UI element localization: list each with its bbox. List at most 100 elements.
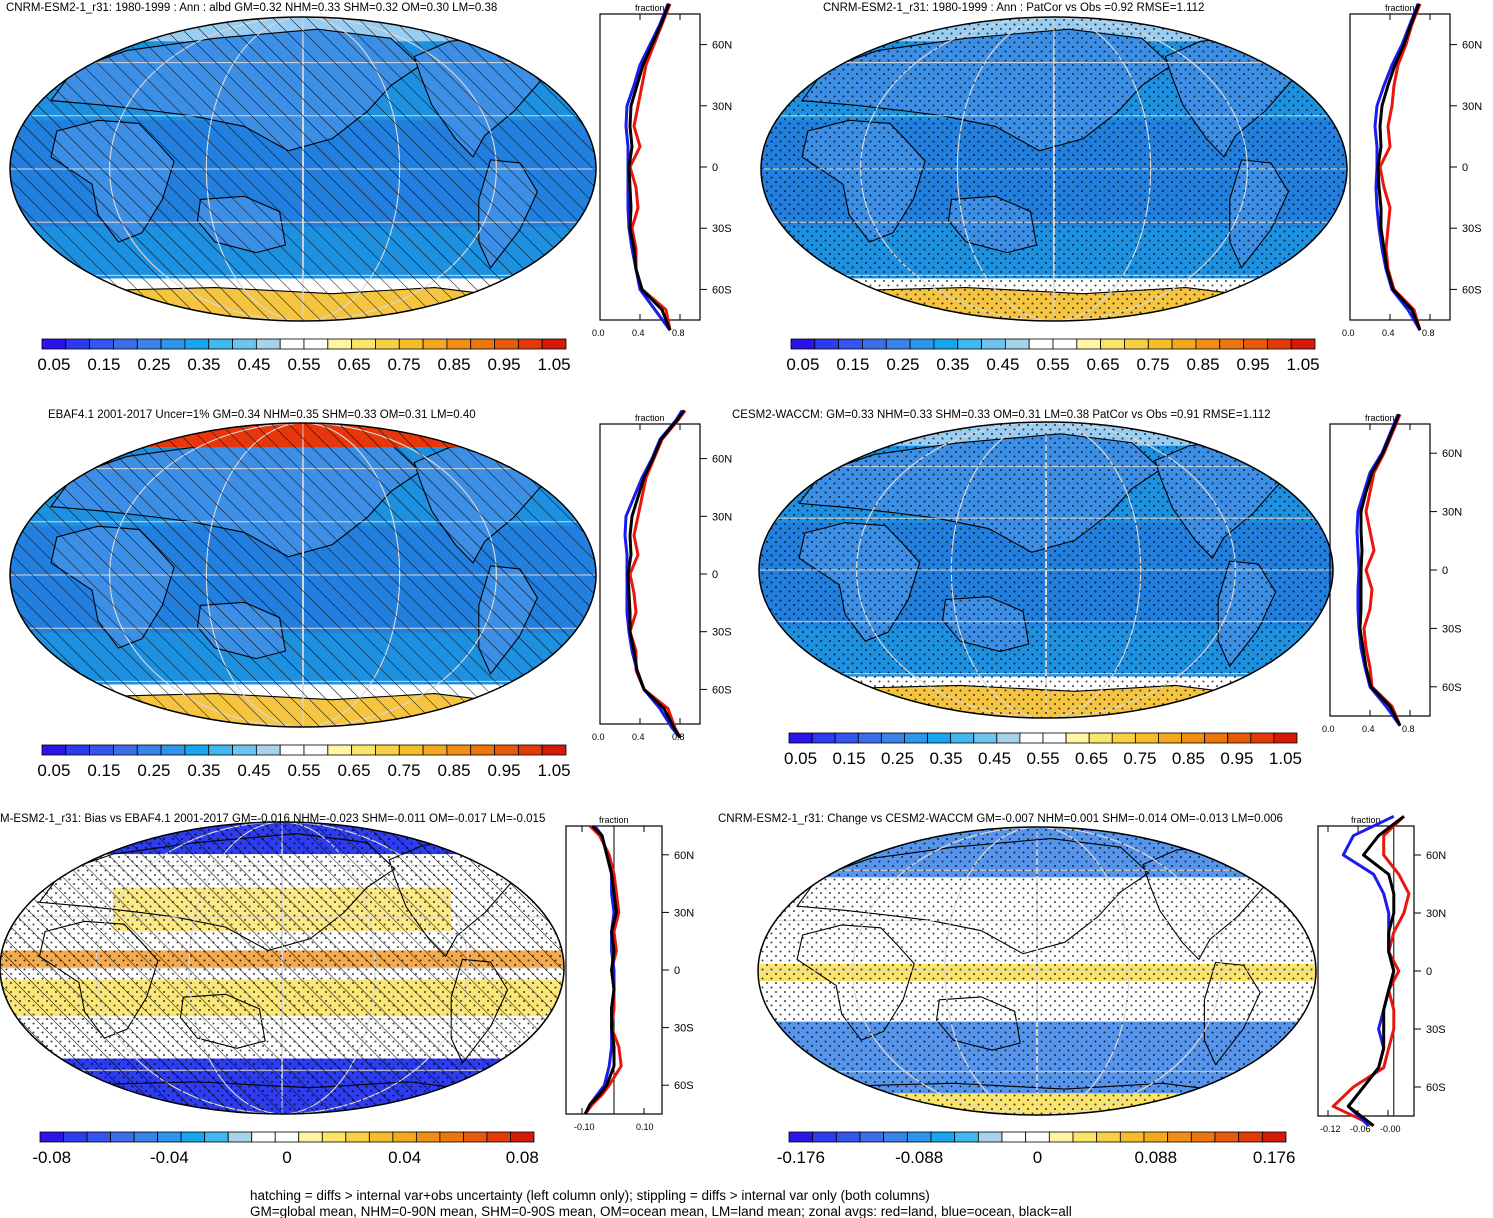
stippling-overlay <box>0 822 564 1114</box>
zonal-profile: fraction 60N 30N 0 30S 60S 0.0 0.4 0.8 <box>1342 3 1482 338</box>
colorbar-box <box>517 744 543 756</box>
colorbar-box <box>981 338 1006 350</box>
map <box>0 821 565 1115</box>
colorbar-box <box>811 732 836 744</box>
colorbar-box <box>321 1131 347 1143</box>
colorbar-box <box>906 1131 932 1143</box>
series-land <box>584 824 623 1115</box>
colorbar-label: 0.65 <box>337 761 370 780</box>
colorbar-box <box>470 338 495 350</box>
colorbar-label: 0.55 <box>287 761 320 780</box>
coast-greenland <box>1191 832 1257 851</box>
colorbar-box <box>89 338 114 350</box>
y-tick-label: 30S <box>1462 223 1482 235</box>
y-tick-label: 30S <box>1426 1024 1446 1036</box>
colorbar-box <box>973 732 998 744</box>
colorbar-box <box>398 338 424 350</box>
colorbar-box <box>136 744 162 756</box>
colorbar-label: 0.05 <box>37 355 70 374</box>
colorbar-box <box>1147 338 1173 350</box>
y-tick-label: 60S <box>1442 682 1462 694</box>
colorbar-box <box>113 338 138 350</box>
colorbar-label: 0.25 <box>881 749 914 768</box>
series-all <box>1346 815 1405 1127</box>
colorbar-box <box>834 732 859 744</box>
y-tick-label: 0 <box>712 569 718 581</box>
colorbar-box <box>996 732 1021 744</box>
colorbar-label: 0.65 <box>1086 355 1119 374</box>
panel-4: M-ESM2-1_r31: Bias vs EBAF4.1 2001-2017 … <box>0 813 694 1167</box>
colorbar-box <box>255 744 281 756</box>
colorbar-label: 0.05 <box>37 761 70 780</box>
colorbar-box <box>1195 338 1221 350</box>
y-tick-label: 30N <box>1462 101 1482 113</box>
colorbar-box <box>86 1131 111 1143</box>
colorbar-label: 0.55 <box>287 355 320 374</box>
map <box>9 16 597 322</box>
zonal-profile: fraction 60N 30N 0 30S 60S 0.0 0.4 0.8 <box>1322 413 1462 734</box>
colorbar-box <box>351 744 376 756</box>
colorbar-box <box>950 732 975 744</box>
colorbar-label: 0.75 <box>1136 355 1169 374</box>
colorbar-label: 0.25 <box>886 355 919 374</box>
colorbar-label: 1.05 <box>1269 749 1302 768</box>
map <box>9 422 597 728</box>
map-content <box>10 17 596 321</box>
colorbar-box <box>274 1131 300 1143</box>
y-tick-label: 60N <box>674 850 694 862</box>
x-tick-label: 0.8 <box>672 328 685 338</box>
map-content <box>10 423 596 727</box>
profile-frame <box>1329 423 1431 717</box>
colorbar-box <box>439 1131 464 1143</box>
colorbar-label: 0.25 <box>137 761 170 780</box>
land-greenland <box>465 428 533 448</box>
colorbar-box <box>486 1131 511 1143</box>
colorbar-label: 1.05 <box>1287 355 1320 374</box>
zonal-profile: fraction 60N 30N 0 30S 60S -0.10 0.10 <box>565 815 694 1132</box>
colorbar-label: 0.15 <box>87 355 120 374</box>
y-tick-label: 30N <box>1426 908 1446 920</box>
x-tick-label: 0.4 <box>632 732 645 742</box>
colorbar-box <box>298 1131 323 1143</box>
zonal-profile: fraction 60N 30N 0 30S 60S 0.0 0.4 0.8 <box>592 3 732 338</box>
colorbar-box <box>133 1131 159 1143</box>
colorbar-box <box>812 1131 837 1143</box>
x-tick-label: 0.0 <box>592 732 605 742</box>
profile-xlabel: fraction <box>1351 815 1381 825</box>
stippling-overlay <box>758 827 1316 1115</box>
series-all <box>1376 3 1422 331</box>
colorbar-label: 0.85 <box>438 761 471 780</box>
y-tick-label: 60N <box>1442 448 1462 460</box>
colorbar-box <box>517 338 543 350</box>
colorbar-box <box>327 338 353 350</box>
panel-title: M-ESM2-1_r31: Bias vs EBAF4.1 2001-2017 … <box>0 813 545 825</box>
hatching-overlay <box>10 17 596 321</box>
y-tick-label: 30S <box>712 223 732 235</box>
colorbar-label: -0.04 <box>150 1148 189 1167</box>
colorbar-box <box>1290 338 1316 350</box>
colorbar-label: 0.04 <box>388 1148 421 1167</box>
profile-xlabel: fraction <box>599 815 629 825</box>
colorbar-box <box>1072 1131 1098 1143</box>
y-tick-label: 30S <box>712 627 732 639</box>
colorbar-label: -0.176 <box>777 1148 825 1167</box>
panel-3: CESM2-WACCM: GM=0.33 NHM=0.33 SHM=0.33 O… <box>732 409 1462 768</box>
x-tick-label: 0.0 <box>1342 328 1355 338</box>
profile-xlabel: fraction <box>1365 413 1395 423</box>
colorbar-box <box>835 1131 861 1143</box>
colorbar-label: 0 <box>1033 1148 1042 1167</box>
colorbar-box <box>136 338 162 350</box>
series-land <box>628 409 687 739</box>
y-tick-label: 0 <box>1462 162 1468 174</box>
colorbar-box <box>1025 1131 1050 1143</box>
colorbar-box <box>838 338 863 350</box>
colorbar-box <box>1100 338 1125 350</box>
map-content <box>758 827 1316 1115</box>
colorbar-box <box>1181 732 1206 744</box>
colorbar-box <box>954 1131 979 1143</box>
colorbar-label: 0.45 <box>237 761 270 780</box>
colorbar-box <box>398 744 424 756</box>
colorbar-box <box>1048 1131 1074 1143</box>
colorbar-box <box>977 1131 1003 1143</box>
panel-title: EBAF4.1 2001-2017 Uncer=1% GM=0.34 NHM=0… <box>48 409 476 421</box>
